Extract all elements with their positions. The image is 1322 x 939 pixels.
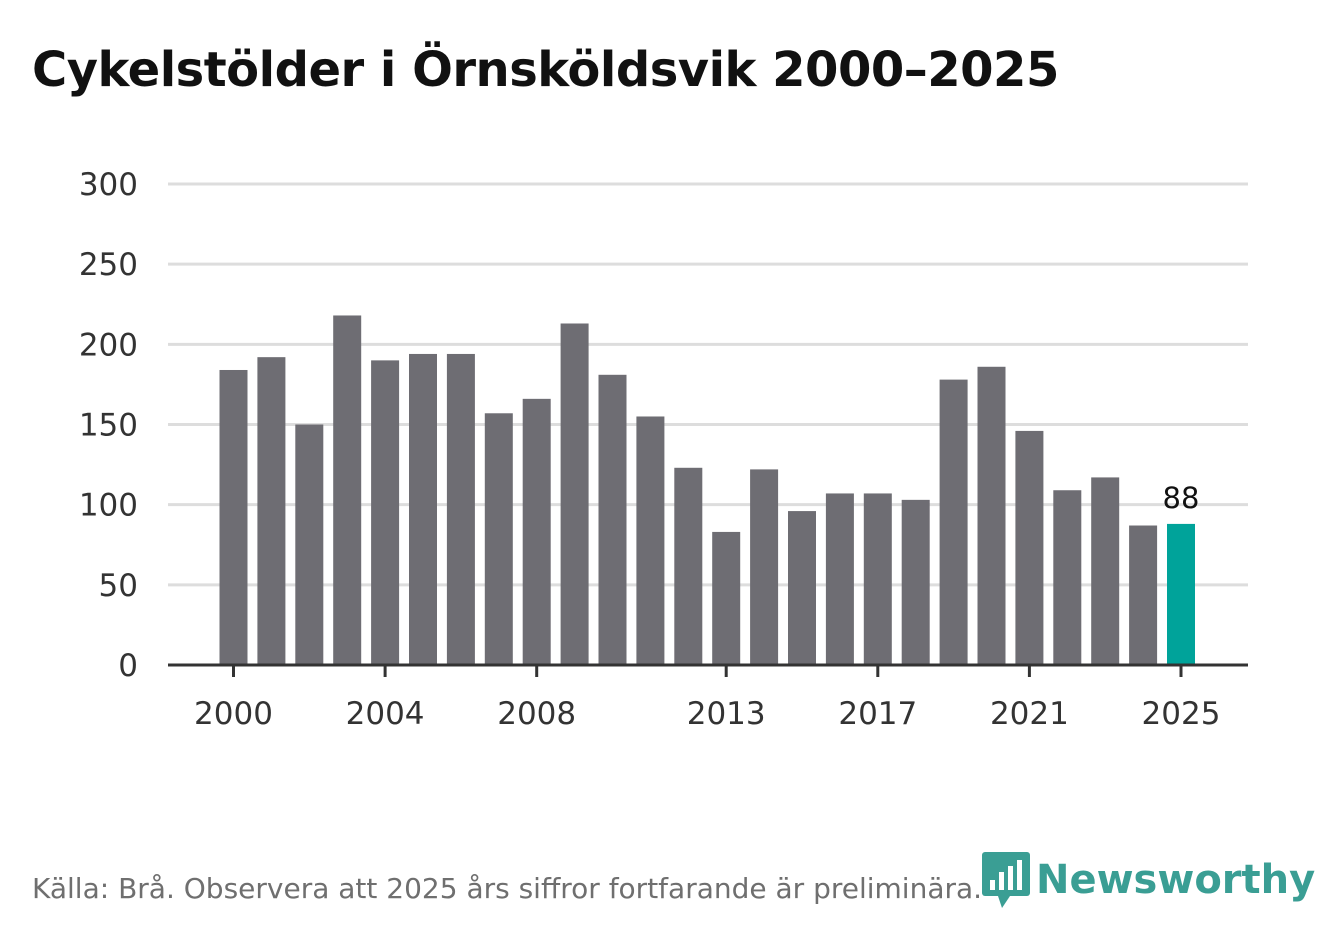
y-tick-label-50: 50 (99, 568, 138, 604)
bar-2018 (901, 499, 930, 665)
bars (219, 315, 1195, 665)
bar-2024 (1129, 525, 1158, 665)
data-label-2025: 88 (1163, 481, 1200, 515)
bar-2007 (484, 413, 513, 665)
x-tick-label-2004: 2004 (346, 696, 425, 732)
bar-2002 (295, 424, 324, 665)
bar-2011 (636, 416, 665, 665)
bar-2023 (1091, 477, 1120, 665)
bar-2019 (939, 379, 968, 665)
logo-chart-icon (982, 852, 1030, 908)
chart-title: Cykelstölder i Örnsköldsvik 2000–2025 (32, 42, 1059, 98)
bar-2004 (371, 360, 400, 665)
bar-2025 (1167, 523, 1195, 665)
bar-2008 (522, 398, 551, 665)
bar-2014 (750, 469, 779, 665)
x-tick-label-2000: 2000 (194, 696, 273, 732)
bar-2003 (333, 315, 362, 665)
source-note: Källa: Brå. Observera att 2025 års siffr… (32, 872, 983, 905)
x-axis: 2000 2004 2008 2013 2017 2021 2025 (168, 663, 1248, 732)
bar-2015 (788, 511, 816, 665)
annotations: 88 (1163, 481, 1200, 515)
gridlines (168, 182, 1248, 587)
bar-2020 (977, 366, 1006, 665)
y-axis-labels: 0 50 100 150 200 250 300 (79, 167, 138, 684)
bar-2010 (598, 374, 627, 665)
bar-2012 (674, 467, 703, 665)
x-tick-label-2008: 2008 (497, 696, 576, 732)
newsworthy-logo: Newsworthy (982, 852, 1315, 908)
y-tick-label-200: 200 (79, 327, 138, 363)
bar-2000 (219, 369, 248, 665)
y-tick-label-300: 300 (79, 167, 138, 203)
bar-2009 (560, 323, 589, 665)
bar-2013 (712, 531, 741, 665)
logo-text: Newsworthy (1036, 857, 1316, 903)
bar-2001 (257, 357, 286, 665)
bar-2022 (1053, 490, 1082, 665)
x-tick-label-2013: 2013 (687, 696, 766, 732)
bar-2006 (446, 353, 475, 665)
bar-2005 (409, 353, 437, 665)
bar-2021 (1015, 430, 1044, 665)
x-tick-label-2017: 2017 (838, 696, 917, 732)
y-tick-label-250: 250 (79, 247, 138, 283)
y-tick-label-0: 0 (118, 648, 138, 684)
y-tick-label-150: 150 (79, 408, 138, 444)
bar-2016 (825, 493, 854, 665)
bar-2017 (863, 493, 892, 665)
y-tick-label-100: 100 (79, 488, 138, 524)
x-tick-label-2021: 2021 (990, 696, 1069, 732)
x-tick-label-2025: 2025 (1142, 696, 1221, 732)
